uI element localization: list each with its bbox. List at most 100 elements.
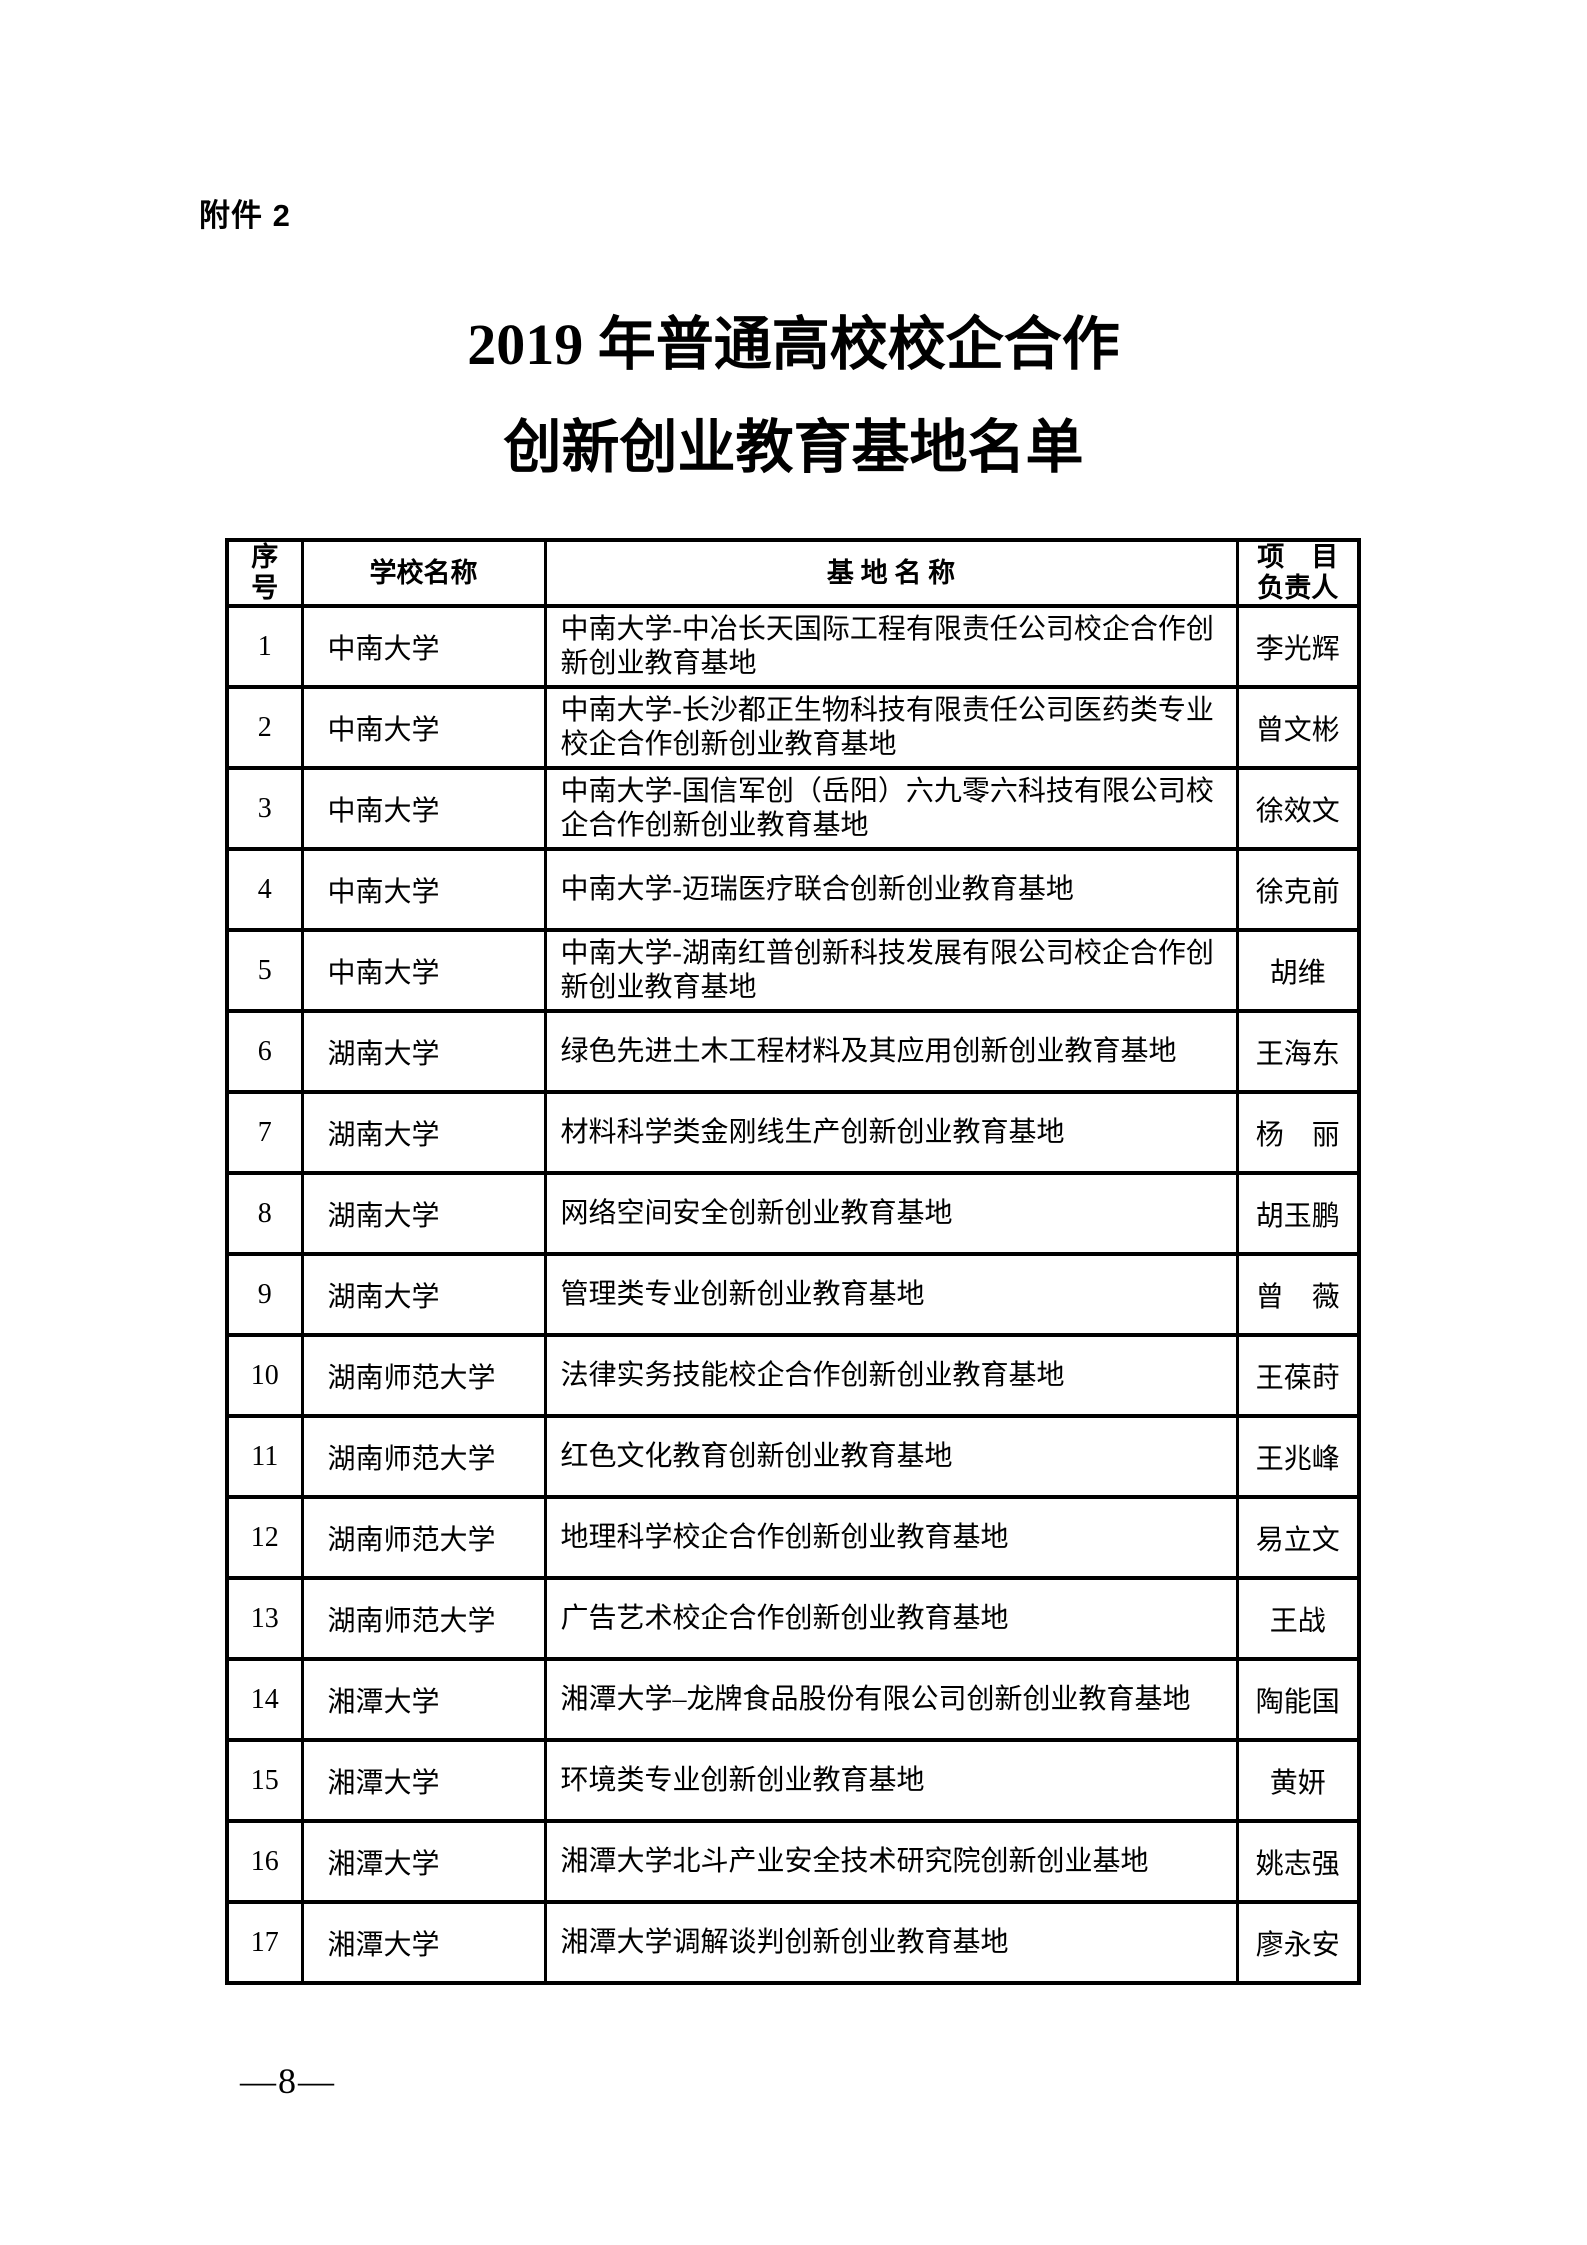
cell-leader: 曾文彬	[1235, 685, 1361, 770]
table-row: 10 湖南师范大学 法律实务技能校企合作创新创业教育基地 王葆莳	[225, 1333, 1361, 1418]
cell-number: 4	[225, 847, 304, 932]
table-row: 5 中南大学 中南大学-湖南红普创新科技发展有限公司校企合作创新创业教育基地 胡…	[225, 928, 1361, 1013]
header-cell-index: 序号	[225, 538, 304, 608]
cell-base-name: 红色文化教育创新创业教育基地	[543, 1414, 1239, 1499]
cell-school: 湘潭大学	[300, 1900, 547, 1985]
cell-leader: 黄妍	[1235, 1738, 1361, 1823]
cell-leader: 姚志强	[1235, 1819, 1361, 1904]
cell-base-name: 湘潭大学–龙牌食品股份有限公司创新创业教育基地	[543, 1657, 1239, 1742]
cell-base-name: 中南大学-长沙都正生物科技有限责任公司医药类专业校企合作创新创业教育基地	[543, 685, 1239, 770]
cell-leader: 陶能国	[1235, 1657, 1361, 1742]
table-row: 3 中南大学 中南大学-国信军创（岳阳）六九零六科技有限公司校企合作创新创业教育…	[225, 766, 1361, 851]
document-title: 2019 年普通高校校企合作 创新创业教育基地名单	[0, 293, 1587, 499]
table-row: 2 中南大学 中南大学-长沙都正生物科技有限责任公司医药类专业校企合作创新创业教…	[225, 685, 1361, 770]
cell-leader: 王海东	[1235, 1009, 1361, 1094]
cell-leader: 王兆峰	[1235, 1414, 1361, 1499]
header-row: 序号 学校名称 基 地 名 称 项 目 负责人	[225, 538, 1361, 608]
table-row: 16 湘潭大学 湘潭大学北斗产业安全技术研究院创新创业基地 姚志强	[225, 1819, 1361, 1904]
cell-number: 5	[225, 928, 304, 1013]
cell-number: 15	[225, 1738, 304, 1823]
page-number: —8—	[240, 2061, 336, 2101]
cell-base-name: 中南大学-迈瑞医疗联合创新创业教育基地	[543, 847, 1239, 932]
cell-leader: 徐效文	[1235, 766, 1361, 851]
table-row: 9 湖南大学 管理类专业创新创业教育基地 曾 薇	[225, 1252, 1361, 1337]
header-index-label: 序号	[251, 542, 279, 603]
cell-number: 8	[225, 1171, 304, 1256]
table-row: 7 湖南大学 材料科学类金刚线生产创新创业教育基地 杨 丽	[225, 1090, 1361, 1175]
table-row: 8 湖南大学 网络空间安全创新创业教育基地 胡玉鹏	[225, 1171, 1361, 1256]
header-cell-base: 基 地 名 称	[543, 538, 1239, 608]
cell-number: 10	[225, 1333, 304, 1418]
cell-school: 中南大学	[300, 847, 547, 932]
cell-number: 14	[225, 1657, 304, 1742]
cell-leader: 李光辉	[1235, 604, 1361, 689]
cell-number: 13	[225, 1576, 304, 1661]
cell-base-name: 地理科学校企合作创新创业教育基地	[543, 1495, 1239, 1580]
cell-school: 湖南大学	[300, 1009, 547, 1094]
table-row: 12 湖南师范大学 地理科学校企合作创新创业教育基地 易立文	[225, 1495, 1361, 1580]
cell-base-name: 法律实务技能校企合作创新创业教育基地	[543, 1333, 1239, 1418]
table-row: 15 湘潭大学 环境类专业创新创业教育基地 黄妍	[225, 1738, 1361, 1823]
cell-school: 湖南师范大学	[300, 1576, 547, 1661]
cell-school: 湘潭大学	[300, 1657, 547, 1742]
cell-school: 中南大学	[300, 604, 547, 689]
cell-school: 中南大学	[300, 928, 547, 1013]
cell-base-name: 环境类专业创新创业教育基地	[543, 1738, 1239, 1823]
cell-base-name: 中南大学-中冶长天国际工程有限责任公司校企合作创新创业教育基地	[543, 604, 1239, 689]
cell-school: 湖南大学	[300, 1252, 547, 1337]
cell-leader: 王葆莳	[1235, 1333, 1361, 1418]
attachment-label: 附件 2	[199, 198, 291, 233]
cell-number: 9	[225, 1252, 304, 1337]
cell-school: 湘潭大学	[300, 1738, 547, 1823]
cell-base-name: 广告艺术校企合作创新创业教育基地	[543, 1576, 1239, 1661]
cell-base-name: 湘潭大学北斗产业安全技术研究院创新创业基地	[543, 1819, 1239, 1904]
table-row: 17 湘潭大学 湘潭大学调解谈判创新创业教育基地 廖永安	[225, 1900, 1361, 1985]
cell-number: 17	[225, 1900, 304, 1985]
cell-school: 湖南师范大学	[300, 1414, 547, 1499]
cell-school: 湖南大学	[300, 1171, 547, 1256]
cell-school: 中南大学	[300, 766, 547, 851]
table-row: 6 湖南大学 绿色先进土木工程材料及其应用创新创业教育基地 王海东	[225, 1009, 1361, 1094]
cell-leader: 胡玉鹏	[1235, 1171, 1361, 1256]
cell-base-name: 材料科学类金刚线生产创新创业教育基地	[543, 1090, 1239, 1175]
table-row: 4 中南大学 中南大学-迈瑞医疗联合创新创业教育基地 徐克前	[225, 847, 1361, 932]
cell-number: 6	[225, 1009, 304, 1094]
cell-leader: 王战	[1235, 1576, 1361, 1661]
cell-school: 中南大学	[300, 685, 547, 770]
cell-base-name: 绿色先进土木工程材料及其应用创新创业教育基地	[543, 1009, 1239, 1094]
header-cell-school: 学校名称	[300, 538, 547, 608]
document-title-line2: 创新创业教育基地名单	[503, 415, 1084, 480]
bases-table-header: 序号 学校名称 基 地 名 称 项 目 负责人	[225, 538, 1361, 608]
cell-number: 1	[225, 604, 304, 689]
cell-leader: 易立文	[1235, 1495, 1361, 1580]
cell-number: 3	[225, 766, 304, 851]
document-title-line1: 2019 年普通高校校企合作	[467, 312, 1120, 377]
cell-leader: 胡维	[1235, 928, 1361, 1013]
table-row: 1 中南大学 中南大学-中冶长天国际工程有限责任公司校企合作创新创业教育基地 李…	[225, 604, 1361, 689]
cell-number: 16	[225, 1819, 304, 1904]
cell-number: 7	[225, 1090, 304, 1175]
cell-leader: 廖永安	[1235, 1900, 1361, 1985]
bases-table: 序号 学校名称 基 地 名 称 项 目 负责人 1 中南大学 中南大学-中冶长天…	[225, 538, 1361, 1985]
cell-school: 湖南师范大学	[300, 1333, 547, 1418]
cell-number: 2	[225, 685, 304, 770]
cell-school: 湖南大学	[300, 1090, 547, 1175]
cell-base-name: 中南大学-国信军创（岳阳）六九零六科技有限公司校企合作创新创业教育基地	[543, 766, 1239, 851]
cell-number: 12	[225, 1495, 304, 1580]
table-row: 11 湖南师范大学 红色文化教育创新创业教育基地 王兆峰	[225, 1414, 1361, 1499]
cell-number: 11	[225, 1414, 304, 1499]
cell-leader: 杨 丽	[1235, 1090, 1361, 1175]
cell-leader: 徐克前	[1235, 847, 1361, 932]
table-row: 13 湖南师范大学 广告艺术校企合作创新创业教育基地 王战	[225, 1576, 1361, 1661]
bases-table-body: 1 中南大学 中南大学-中冶长天国际工程有限责任公司校企合作创新创业教育基地 李…	[225, 604, 1361, 1985]
cell-leader: 曾 薇	[1235, 1252, 1361, 1337]
cell-base-name: 湘潭大学调解谈判创新创业教育基地	[543, 1900, 1239, 1985]
cell-base-name: 网络空间安全创新创业教育基地	[543, 1171, 1239, 1256]
cell-base-name: 中南大学-湖南红普创新科技发展有限公司校企合作创新创业教育基地	[543, 928, 1239, 1013]
table-row: 14 湘潭大学 湘潭大学–龙牌食品股份有限公司创新创业教育基地 陶能国	[225, 1657, 1361, 1742]
cell-school: 湘潭大学	[300, 1819, 547, 1904]
cell-base-name: 管理类专业创新创业教育基地	[543, 1252, 1239, 1337]
header-cell-leader: 项 目 负责人	[1235, 538, 1361, 608]
cell-school: 湖南师范大学	[300, 1495, 547, 1580]
